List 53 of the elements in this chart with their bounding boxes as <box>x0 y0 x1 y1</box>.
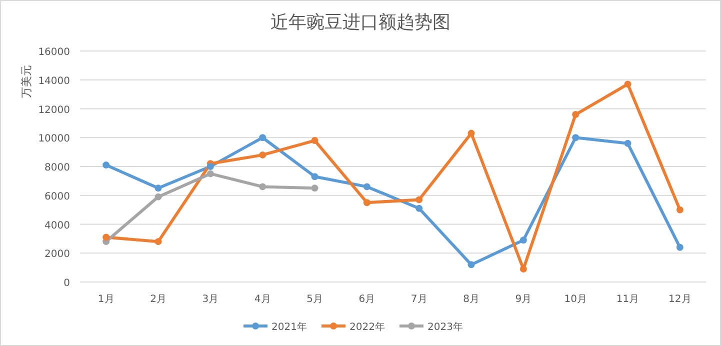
point <box>154 184 162 192</box>
point <box>311 184 318 192</box>
x-tick-label: 3月 <box>202 294 219 305</box>
point <box>363 199 370 206</box>
x-tick-label: 9月 <box>515 294 532 305</box>
y-tick-label: 12000 <box>38 104 70 116</box>
x-tick-label: 12月 <box>668 294 692 305</box>
point <box>416 204 423 212</box>
x-tick-label: 1月 <box>98 294 114 305</box>
y-tick-label: 6000 <box>44 191 70 202</box>
point <box>154 238 162 246</box>
chart-title: 近年豌豆进口额趋势图 <box>270 12 450 33</box>
point <box>468 261 475 268</box>
point <box>259 183 266 190</box>
x-tick-label: 4月 <box>254 294 271 305</box>
y-tick-label: 16000 <box>38 47 70 58</box>
point <box>259 134 266 142</box>
x-tick-label: 10月 <box>564 294 587 305</box>
point <box>676 244 684 251</box>
point <box>624 140 632 147</box>
x-tick-label: 2月 <box>150 294 166 305</box>
x-tick-label: 7月 <box>410 294 428 305</box>
point <box>363 183 370 190</box>
y-tick-label: 14000 <box>38 76 70 87</box>
point <box>206 163 214 170</box>
x-tick-label: 8月 <box>463 294 480 305</box>
point <box>102 162 110 169</box>
point <box>416 196 423 204</box>
point <box>311 137 318 144</box>
point <box>572 111 580 118</box>
legend-label: 2023年 <box>428 321 463 333</box>
x-tick-label: 5月 <box>306 294 323 305</box>
y-tick-label: 4000 <box>44 220 70 232</box>
y-tick-label: 10000 <box>38 134 70 145</box>
point <box>311 173 318 180</box>
point <box>520 266 527 273</box>
point <box>102 234 110 241</box>
legend-label: 2022年 <box>350 321 385 333</box>
y-axis-title: 万美元 <box>20 65 33 98</box>
point <box>520 236 527 244</box>
y-tick-label: 2000 <box>44 249 70 260</box>
legend-label: 2021年 <box>272 321 307 333</box>
y-tick-label: 8000 <box>44 162 70 174</box>
y-tick-label: 0 <box>64 278 70 289</box>
x-tick-label: 6月 <box>358 294 376 305</box>
point <box>154 193 162 200</box>
point <box>259 151 266 158</box>
x-tick-label: 11月 <box>616 294 640 305</box>
point <box>468 130 475 137</box>
point <box>572 134 580 142</box>
point <box>206 170 214 178</box>
point <box>624 80 632 88</box>
point <box>676 206 684 214</box>
